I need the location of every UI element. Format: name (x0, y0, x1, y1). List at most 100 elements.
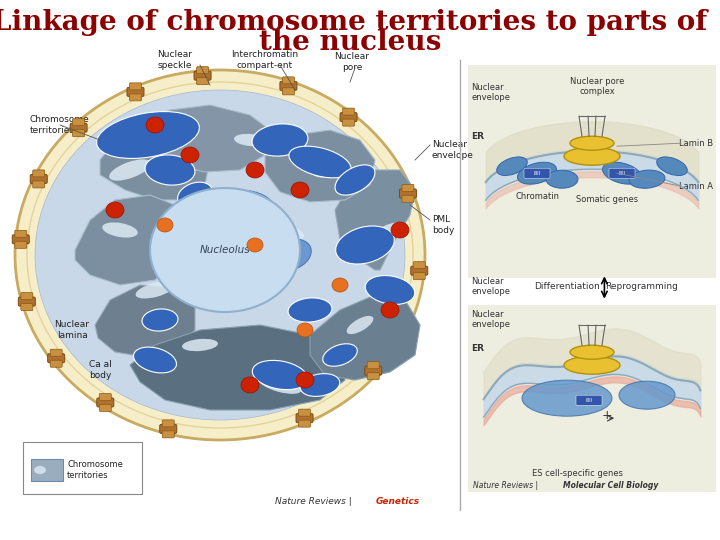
FancyBboxPatch shape (340, 113, 357, 122)
FancyBboxPatch shape (21, 303, 33, 310)
Ellipse shape (157, 218, 173, 232)
Text: Nuclear
envelope: Nuclear envelope (471, 277, 510, 296)
Ellipse shape (35, 90, 405, 420)
Ellipse shape (518, 162, 557, 184)
Text: Nucleolus: Nucleolus (199, 245, 251, 255)
Text: Genetics: Genetics (376, 497, 420, 507)
FancyBboxPatch shape (18, 297, 35, 306)
Ellipse shape (365, 275, 415, 305)
Ellipse shape (564, 147, 620, 165)
FancyBboxPatch shape (282, 88, 294, 95)
Ellipse shape (266, 220, 304, 239)
Text: Chromatin: Chromatin (515, 192, 559, 201)
FancyBboxPatch shape (70, 123, 87, 132)
FancyBboxPatch shape (31, 459, 63, 481)
FancyBboxPatch shape (30, 174, 48, 184)
FancyBboxPatch shape (582, 351, 602, 365)
Text: Reprogramming: Reprogramming (606, 282, 678, 291)
FancyBboxPatch shape (50, 349, 62, 356)
Polygon shape (265, 130, 375, 202)
FancyBboxPatch shape (48, 354, 65, 363)
Ellipse shape (300, 374, 340, 396)
FancyBboxPatch shape (21, 293, 33, 300)
Text: Ca al
body: Ca al body (89, 360, 112, 380)
Text: Chromosome
territories: Chromosome territories (30, 116, 90, 134)
Ellipse shape (96, 112, 199, 158)
FancyBboxPatch shape (468, 65, 716, 278)
Ellipse shape (181, 147, 199, 163)
Ellipse shape (629, 170, 665, 188)
Text: Chromosome
territories: Chromosome territories (67, 460, 123, 480)
Ellipse shape (570, 136, 614, 150)
Ellipse shape (182, 339, 218, 351)
FancyBboxPatch shape (582, 142, 602, 156)
Text: Nuclear pore
complex: Nuclear pore complex (570, 77, 624, 97)
FancyBboxPatch shape (197, 78, 209, 85)
FancyBboxPatch shape (194, 71, 211, 80)
Ellipse shape (323, 344, 357, 366)
FancyBboxPatch shape (15, 241, 27, 248)
Ellipse shape (142, 309, 178, 331)
Text: Nature Reviews |: Nature Reviews | (275, 497, 355, 507)
Ellipse shape (335, 165, 375, 195)
Ellipse shape (522, 380, 612, 416)
Text: Nuclear
lamina: Nuclear lamina (55, 320, 89, 340)
FancyBboxPatch shape (96, 398, 114, 407)
FancyBboxPatch shape (130, 94, 141, 101)
Ellipse shape (106, 202, 124, 218)
Ellipse shape (289, 146, 351, 178)
FancyBboxPatch shape (413, 262, 426, 269)
Polygon shape (310, 295, 420, 380)
Ellipse shape (546, 170, 578, 188)
FancyBboxPatch shape (524, 168, 550, 178)
FancyBboxPatch shape (400, 189, 416, 198)
FancyBboxPatch shape (162, 420, 174, 427)
FancyBboxPatch shape (343, 108, 354, 115)
Ellipse shape (296, 372, 314, 388)
FancyBboxPatch shape (50, 360, 62, 367)
FancyBboxPatch shape (160, 424, 176, 434)
FancyBboxPatch shape (15, 231, 27, 237)
Ellipse shape (215, 268, 246, 281)
Text: the nucleus: the nucleus (258, 29, 441, 56)
Ellipse shape (150, 188, 300, 312)
Ellipse shape (619, 381, 675, 409)
FancyBboxPatch shape (410, 266, 428, 275)
Ellipse shape (312, 163, 348, 178)
Ellipse shape (133, 347, 176, 373)
Text: ER: ER (471, 343, 484, 353)
Ellipse shape (34, 466, 46, 474)
Ellipse shape (381, 302, 399, 318)
Polygon shape (95, 285, 195, 357)
Text: Nuclear
envelope: Nuclear envelope (471, 310, 510, 329)
Polygon shape (75, 195, 185, 285)
FancyBboxPatch shape (99, 404, 112, 411)
FancyBboxPatch shape (299, 409, 310, 416)
Ellipse shape (205, 190, 275, 230)
FancyBboxPatch shape (402, 195, 414, 202)
Text: +: + (602, 409, 612, 422)
Text: lllll: lllll (534, 171, 541, 176)
Text: Nuclear
envelope: Nuclear envelope (471, 83, 510, 103)
Ellipse shape (241, 377, 259, 393)
Text: Linkage of chromosome territories to parts of: Linkage of chromosome territories to par… (0, 9, 708, 36)
FancyBboxPatch shape (197, 66, 209, 73)
FancyBboxPatch shape (468, 305, 716, 492)
FancyBboxPatch shape (162, 431, 174, 438)
Text: ER: ER (471, 132, 484, 141)
Ellipse shape (135, 281, 174, 299)
Text: ES cell-specific genes: ES cell-specific genes (531, 469, 623, 478)
Text: lllll: lllll (585, 397, 593, 403)
Ellipse shape (269, 239, 311, 271)
Polygon shape (335, 170, 415, 270)
Ellipse shape (252, 360, 307, 390)
Ellipse shape (564, 356, 620, 374)
FancyBboxPatch shape (609, 168, 635, 178)
Polygon shape (140, 105, 270, 172)
Ellipse shape (27, 82, 413, 428)
Ellipse shape (377, 222, 403, 238)
Text: Nuclear
envelope: Nuclear envelope (432, 140, 474, 160)
Text: Interchromatin
compart-ent: Interchromatin compart-ent (231, 50, 299, 70)
Ellipse shape (603, 162, 642, 184)
Ellipse shape (288, 298, 332, 322)
